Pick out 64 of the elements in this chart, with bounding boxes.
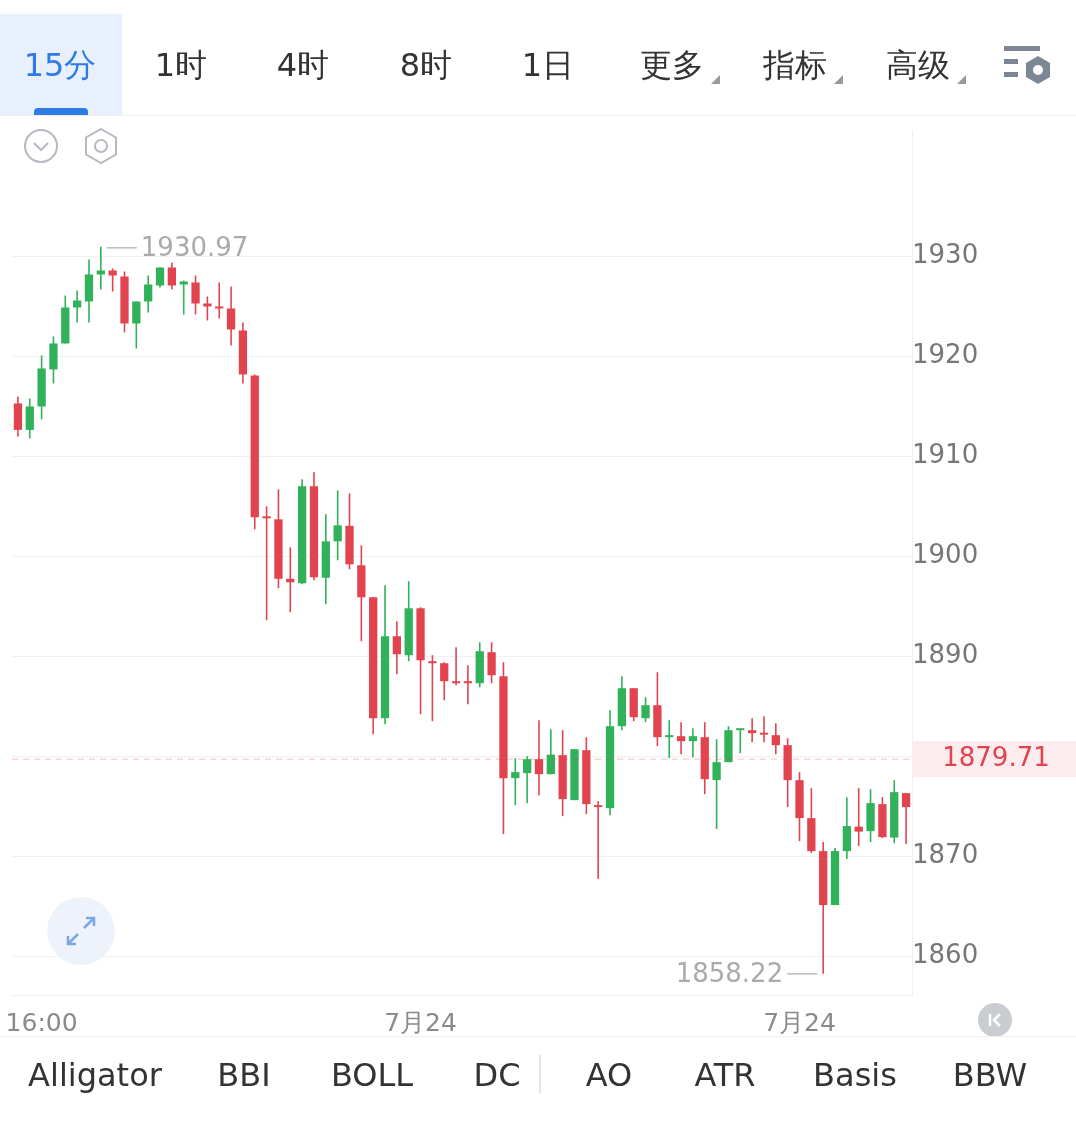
text: 指标 xyxy=(763,46,827,84)
text: 1时 xyxy=(154,46,208,84)
candlestick xyxy=(392,620,402,676)
candlestick xyxy=(96,246,105,291)
candlestick xyxy=(25,397,34,440)
ref-line-label: 1879.71 xyxy=(942,741,1050,772)
x-tick-label: 7月24 xyxy=(763,1007,836,1037)
candlestick xyxy=(511,757,520,806)
candlestick xyxy=(534,719,544,796)
y-tick-label: 1900 xyxy=(912,539,979,570)
text: DC xyxy=(473,1056,521,1094)
candlestick xyxy=(594,800,603,880)
candlestick xyxy=(854,787,863,847)
candlestick xyxy=(226,285,236,347)
candlestick xyxy=(203,295,212,322)
candlestick xyxy=(736,728,745,754)
candlestick xyxy=(522,755,532,804)
text: 1日 xyxy=(521,46,575,84)
candlestick xyxy=(451,646,461,687)
annotation: 1930.97 xyxy=(140,231,249,262)
candlestick xyxy=(771,722,780,755)
candlestick xyxy=(665,719,674,759)
candlestick xyxy=(641,696,650,723)
candlestick xyxy=(759,715,769,743)
y-tick-label: 1890 xyxy=(912,638,979,669)
candlestick xyxy=(676,721,686,755)
candlestick xyxy=(747,717,757,743)
annotation: 1858.22 xyxy=(675,957,784,988)
text: BOLL xyxy=(330,1056,414,1094)
candlestick xyxy=(428,654,437,722)
candlestick xyxy=(463,664,473,705)
text: BBW xyxy=(952,1056,1028,1094)
y-tick-label: 1910 xyxy=(912,439,979,470)
y-tick-label: 1870 xyxy=(912,838,979,869)
candlestick xyxy=(440,661,449,702)
candlestick xyxy=(191,274,200,316)
candlestick xyxy=(487,641,496,685)
text: 15分 xyxy=(23,46,97,84)
y-tick-label: 1860 xyxy=(912,938,979,969)
text: BBI xyxy=(217,1056,271,1094)
text: 4时 xyxy=(276,46,330,84)
candlestick xyxy=(215,281,224,320)
candlestick xyxy=(144,274,153,314)
y-tick-label: 1930 xyxy=(912,239,979,270)
text: 更多 xyxy=(640,46,704,84)
text: 8时 xyxy=(399,46,453,84)
text: ATR xyxy=(694,1056,756,1094)
x-tick-label: 16:00 xyxy=(5,1007,78,1037)
text: AO xyxy=(585,1056,633,1094)
candlestick xyxy=(132,300,141,350)
candlestick xyxy=(333,489,342,562)
candlestick xyxy=(179,279,188,316)
candlestick xyxy=(262,505,271,622)
candlestick xyxy=(688,727,698,758)
candlestick xyxy=(901,792,911,845)
text: 高级 xyxy=(886,46,950,84)
candlestick xyxy=(546,728,555,775)
candlestick xyxy=(167,261,177,291)
text: Basis xyxy=(813,1056,897,1094)
candlestick xyxy=(712,738,721,830)
x-tick-label: 7月24 xyxy=(384,1007,457,1037)
y-tick-label: 1920 xyxy=(912,339,979,370)
candlestick xyxy=(72,289,82,324)
text: Alligator xyxy=(28,1056,162,1094)
